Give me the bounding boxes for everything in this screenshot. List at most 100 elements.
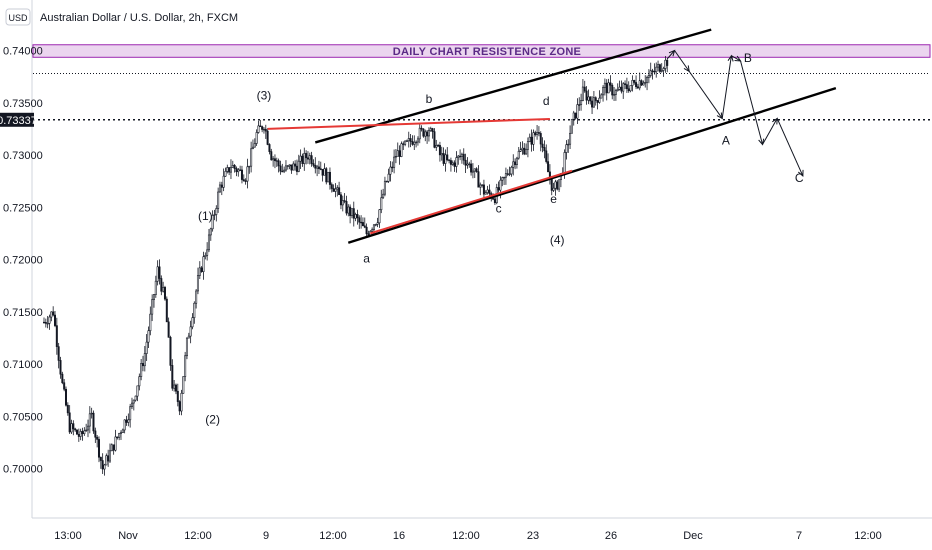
candle — [44, 318, 47, 328]
candle — [506, 169, 509, 177]
candle — [327, 171, 330, 183]
candle — [251, 139, 254, 150]
candle — [272, 156, 275, 167]
candle — [545, 144, 548, 164]
candle — [141, 355, 144, 372]
candle — [68, 405, 71, 434]
candle — [380, 189, 383, 214]
candle — [530, 129, 533, 152]
currency-badge[interactable] — [5, 8, 31, 26]
current-price-label: 0.73337 — [0, 115, 37, 127]
candle — [99, 456, 102, 469]
candle — [398, 145, 401, 165]
candle — [284, 160, 287, 172]
candle — [96, 435, 99, 448]
candle — [631, 75, 634, 92]
candle — [446, 147, 449, 162]
candle — [429, 126, 432, 132]
candle — [647, 69, 650, 84]
candle — [409, 134, 412, 148]
candle — [473, 168, 476, 179]
candle — [105, 453, 108, 466]
candle — [61, 371, 64, 385]
candle — [415, 140, 418, 148]
candle — [521, 141, 524, 155]
candle — [627, 81, 630, 93]
candle — [501, 176, 504, 187]
candle — [389, 161, 392, 182]
candle — [185, 337, 188, 360]
candle — [334, 183, 337, 198]
wave-label: (1) — [198, 209, 213, 223]
candle — [264, 124, 267, 139]
candle — [374, 223, 377, 227]
candle — [569, 125, 572, 150]
candle — [338, 181, 341, 196]
candle — [479, 182, 482, 196]
candle — [253, 138, 256, 148]
candle — [92, 410, 95, 434]
candle — [343, 193, 346, 204]
candle — [475, 167, 478, 173]
candle — [440, 146, 443, 161]
candle — [250, 141, 253, 173]
x-tick-label: 12:00 — [452, 530, 480, 542]
y-tick-label: 0.73000 — [3, 150, 43, 162]
wave-label: c — [496, 201, 502, 215]
candle — [233, 164, 236, 173]
candle — [75, 429, 78, 435]
candle — [281, 163, 284, 173]
candle — [255, 129, 258, 146]
candle — [283, 166, 286, 174]
candle — [129, 403, 132, 428]
candle — [140, 358, 143, 381]
candle — [578, 97, 581, 111]
candle — [314, 157, 317, 174]
candle — [603, 78, 606, 96]
candle — [662, 66, 665, 77]
candle — [167, 317, 170, 338]
y-tick-label: 0.72000 — [3, 255, 43, 267]
candle — [132, 399, 135, 411]
candle — [539, 131, 542, 152]
candle — [583, 80, 586, 93]
candle — [361, 217, 364, 227]
candle — [350, 208, 353, 219]
candle — [394, 148, 397, 164]
candle — [125, 415, 128, 426]
candle — [525, 143, 528, 155]
candle — [85, 423, 88, 432]
candle — [580, 93, 583, 111]
candle — [523, 143, 526, 156]
triangle-line-bottom — [369, 169, 573, 235]
candle — [633, 79, 636, 85]
candle — [404, 140, 407, 147]
candle — [396, 142, 399, 157]
candle — [121, 428, 124, 433]
candle — [46, 315, 49, 329]
candle — [352, 201, 355, 227]
candle — [528, 133, 531, 143]
candle — [354, 212, 357, 222]
candle — [596, 100, 599, 110]
candle — [152, 293, 155, 308]
candle — [358, 215, 361, 229]
candle — [356, 209, 359, 225]
y-tick-label: 0.70500 — [3, 411, 43, 423]
candle — [209, 227, 212, 241]
candle — [442, 147, 445, 166]
candle — [147, 326, 150, 349]
candle — [217, 187, 220, 213]
candle — [222, 168, 225, 192]
candle — [218, 181, 221, 193]
candle — [534, 130, 537, 137]
candle — [48, 314, 51, 330]
y-axis-panel[interactable] — [0, 0, 32, 550]
candle — [301, 153, 304, 167]
candle — [468, 161, 471, 168]
candle — [508, 166, 511, 177]
candle — [594, 96, 597, 106]
candle — [341, 195, 344, 212]
candle — [411, 135, 414, 146]
